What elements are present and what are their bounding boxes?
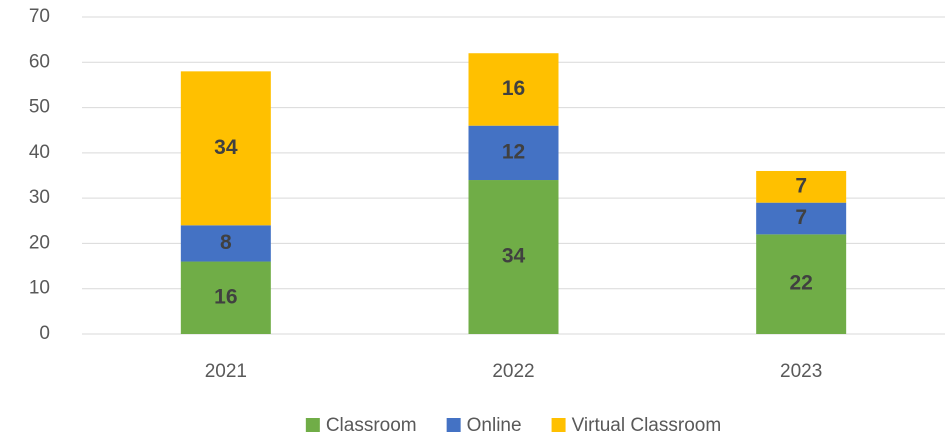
y-tick-label: 40 <box>29 142 50 163</box>
data-label: 8 <box>220 231 232 254</box>
bar-segment <box>180 261 271 334</box>
data-label: 7 <box>795 174 807 197</box>
data-label: 12 <box>502 140 525 163</box>
y-tick-label: 0 <box>39 323 50 344</box>
x-tick-label: 2022 <box>492 361 534 382</box>
bar-segment <box>756 234 847 334</box>
data-label: 16 <box>214 285 237 308</box>
bar-segment <box>468 180 559 334</box>
data-label: 34 <box>214 136 238 159</box>
bar-segment <box>468 125 559 181</box>
data-label: 22 <box>789 272 812 295</box>
x-tick-label: 2021 <box>205 361 247 382</box>
y-tick-label: 20 <box>29 232 50 253</box>
y-tick-label: 60 <box>29 51 50 72</box>
legend-label: Classroom <box>326 415 417 436</box>
y-tick-label: 10 <box>29 278 50 299</box>
data-label: 16 <box>502 77 525 100</box>
bar-segment <box>180 225 271 262</box>
bar-segment <box>180 71 271 226</box>
bar-segment <box>468 53 559 126</box>
bar-segment <box>756 170 847 203</box>
data-label: 34 <box>502 245 526 268</box>
legend-swatch <box>551 418 566 432</box>
legend-swatch <box>305 418 320 432</box>
legend-label: Virtual Classroom <box>572 415 722 436</box>
x-tick-label: 2023 <box>780 361 822 382</box>
data-label: 7 <box>795 206 807 229</box>
bar-segment <box>756 202 847 235</box>
y-tick-label: 70 <box>29 6 50 27</box>
y-tick-label: 50 <box>29 97 50 118</box>
legend-label: Online <box>467 415 522 436</box>
y-tick-label: 30 <box>29 187 50 208</box>
legend-swatch <box>446 418 461 432</box>
